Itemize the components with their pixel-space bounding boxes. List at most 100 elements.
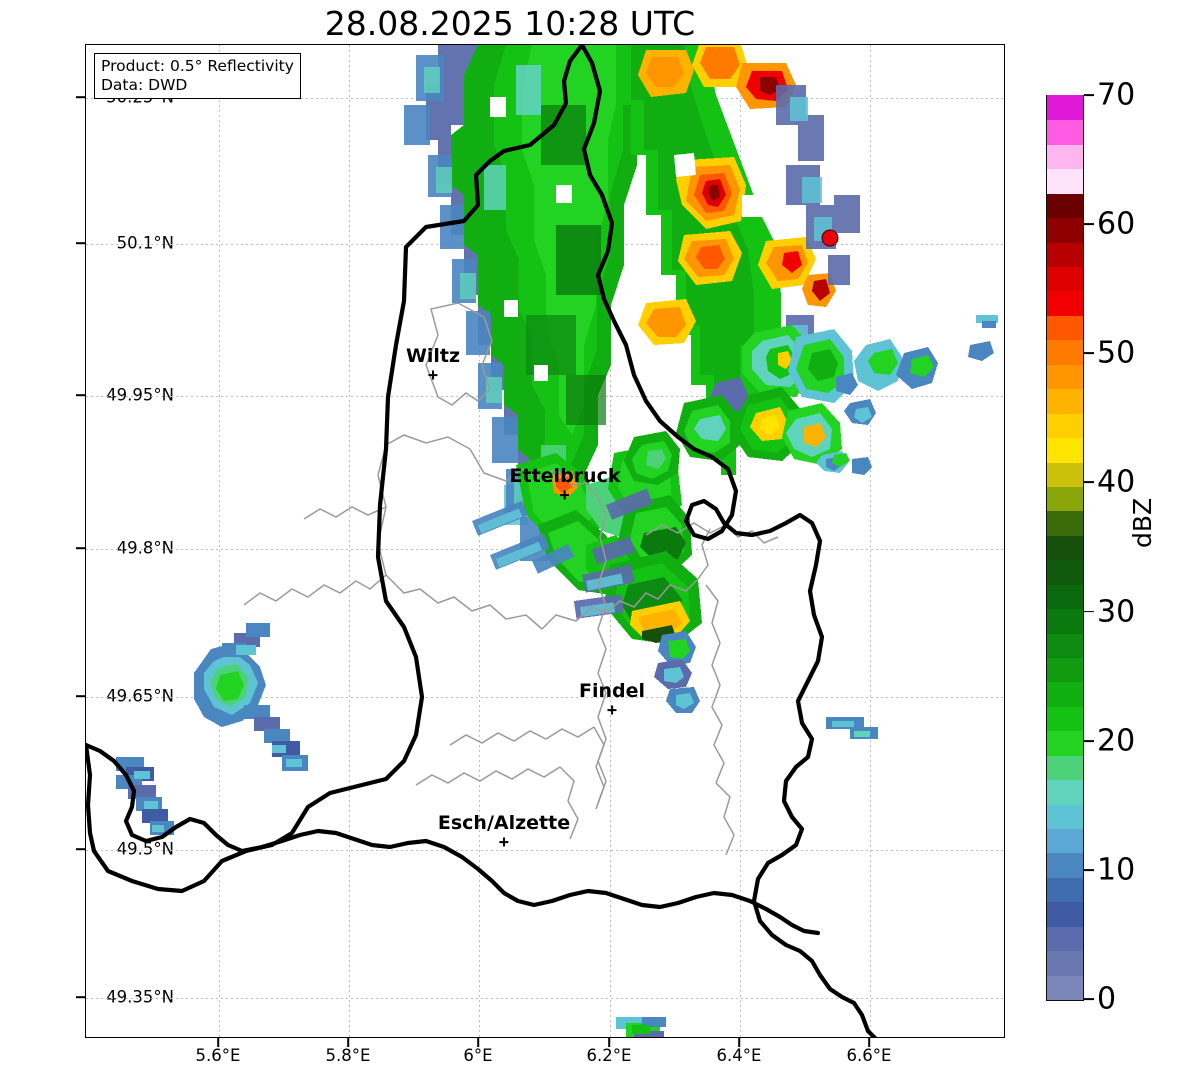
gridline-lon xyxy=(219,45,220,1037)
colorbar-band xyxy=(1047,119,1083,145)
colorbar-band xyxy=(1047,559,1083,585)
colorbar-band xyxy=(1047,486,1083,512)
colorbar-tick-mark xyxy=(1084,94,1094,96)
colorbar-band xyxy=(1047,339,1083,365)
colorbar-band xyxy=(1047,95,1083,121)
colorbar-band xyxy=(1047,730,1083,756)
colorbar-band xyxy=(1047,584,1083,610)
colorbar-band xyxy=(1047,266,1083,292)
gridline-lon xyxy=(349,45,350,1037)
x-tick-label: 6.4°E xyxy=(716,1046,762,1065)
page-title: 28.08.2025 10:28 UTC xyxy=(324,4,696,43)
colorbar-band xyxy=(1047,193,1083,219)
annotation-layer: Product: 0.5° Reflectivity Data: DWD Wil… xyxy=(86,45,1004,1037)
colorbar-band xyxy=(1047,877,1083,903)
x-tick-label: 5.6°E xyxy=(195,1046,241,1065)
gridline-lat xyxy=(86,697,1004,698)
colorbar-band xyxy=(1047,901,1083,927)
colorbar-tick-mark xyxy=(1084,868,1094,871)
x-tick-mark xyxy=(608,1038,610,1047)
y-tick-label: 49.8°N xyxy=(116,538,174,558)
x-tick-mark xyxy=(738,1038,740,1047)
gridline-lon xyxy=(479,45,480,1037)
gridline-lat xyxy=(86,998,1004,999)
product-line: Product: 0.5° Reflectivity xyxy=(101,57,294,75)
colorbar-band xyxy=(1047,950,1083,976)
radar-site-marker-icon[interactable] xyxy=(821,229,839,247)
colorbar-band xyxy=(1047,803,1083,829)
colorbar-unit-label: dBZ xyxy=(1128,497,1157,548)
gridline-lat xyxy=(86,850,1004,851)
city-marker-cross xyxy=(406,368,460,382)
city-marker-cross xyxy=(438,835,570,849)
y-tick-label: 49.35°N xyxy=(106,987,174,1007)
colorbar-band xyxy=(1047,290,1083,316)
colorbar-band xyxy=(1047,828,1083,854)
y-tick-mark xyxy=(76,695,85,697)
colorbar-band xyxy=(1047,510,1083,536)
x-tick-label: 6°E xyxy=(463,1046,493,1065)
colorbar-band xyxy=(1047,779,1083,805)
x-tick-mark xyxy=(217,1038,219,1047)
y-tick-label: 49.65°N xyxy=(106,686,174,706)
map-boundaries-layer xyxy=(86,45,1004,1037)
colorbar-band xyxy=(1047,461,1083,487)
x-tick-label: 6.2°E xyxy=(586,1046,632,1065)
colorbar-tick-mark xyxy=(1084,610,1094,613)
city-marker-cross xyxy=(510,488,621,502)
gridline-lon xyxy=(740,45,741,1037)
city-label-findel[interactable]: Findel xyxy=(579,680,645,717)
colorbar-tick-label: 60 xyxy=(1097,206,1136,242)
y-tick-mark xyxy=(76,242,85,244)
colorbar-band xyxy=(1047,974,1083,1000)
y-tick-label: 50.1°N xyxy=(116,233,174,253)
colorbar-tick-label: 40 xyxy=(1097,464,1136,500)
colorbar-band xyxy=(1047,168,1083,194)
y-tick-label: 49.95°N xyxy=(106,385,174,405)
colorbar-band xyxy=(1047,632,1083,658)
city-name: Wiltz xyxy=(405,345,461,367)
x-tick-mark xyxy=(347,1038,349,1047)
colorbar-tick-label: 0 xyxy=(1097,981,1117,1017)
colorbar-band xyxy=(1047,608,1083,634)
y-tick-label: 49.5°N xyxy=(116,839,174,859)
colorbar-band xyxy=(1047,242,1083,268)
colorbar-tick-mark xyxy=(1084,481,1094,484)
colorbar-band xyxy=(1047,413,1083,439)
y-tick-mark xyxy=(76,996,85,998)
colorbar-tick-mark xyxy=(1084,739,1094,742)
colorbar-band xyxy=(1047,535,1083,561)
city-label-ettelbruck[interactable]: Ettelbruck xyxy=(510,465,621,502)
y-tick-mark xyxy=(76,96,85,98)
x-tick-mark xyxy=(477,1038,479,1047)
gridline-lon xyxy=(870,45,871,1037)
colorbar-band xyxy=(1047,388,1083,414)
district-boundaries xyxy=(243,302,779,856)
colorbar-tick-label: 30 xyxy=(1097,594,1136,630)
x-tick-mark xyxy=(868,1038,870,1047)
data-source-line: Data: DWD xyxy=(101,75,188,94)
national-borders xyxy=(86,45,877,1037)
colorbar-band xyxy=(1047,315,1083,341)
city-label-wiltz[interactable]: Wiltz xyxy=(406,345,460,382)
colorbar-band xyxy=(1047,681,1083,707)
reflectivity-colorbar[interactable] xyxy=(1046,95,1084,1001)
colorbar-tick-label: 10 xyxy=(1097,852,1136,888)
x-tick-label: 5.8°E xyxy=(325,1046,371,1065)
colorbar-band xyxy=(1047,657,1083,683)
colorbar-tick-label: 20 xyxy=(1097,723,1136,759)
colorbar-band xyxy=(1047,437,1083,463)
city-marker-cross xyxy=(579,703,645,717)
colorbar-tick-label: 70 xyxy=(1097,77,1136,113)
x-tick-label: 6.6°E xyxy=(846,1046,892,1065)
colorbar-tick-mark xyxy=(1084,352,1094,355)
colorbar-tick-mark xyxy=(1084,223,1094,226)
city-label-esch-alzette[interactable]: Esch/Alzette xyxy=(438,812,570,849)
radar-plot-area[interactable]: Product: 0.5° Reflectivity Data: DWD Wil… xyxy=(85,44,1005,1038)
city-name: Esch/Alzette xyxy=(437,812,571,834)
y-tick-mark xyxy=(76,848,85,850)
colorbar-band xyxy=(1047,217,1083,243)
colorbar-band xyxy=(1047,926,1083,952)
colorbar-band xyxy=(1047,852,1083,878)
